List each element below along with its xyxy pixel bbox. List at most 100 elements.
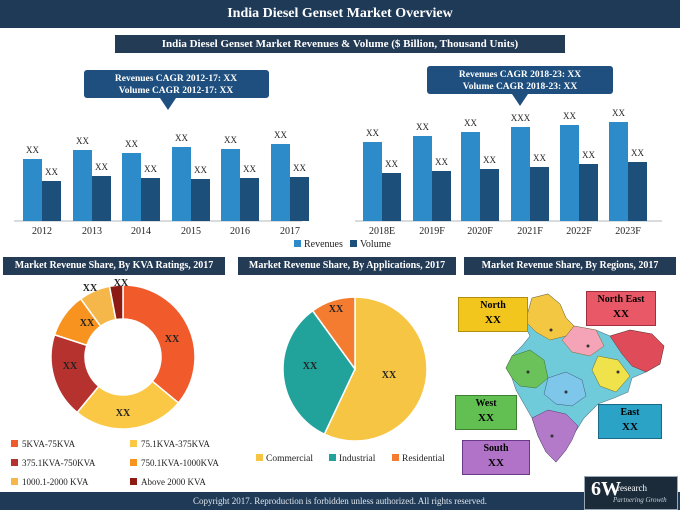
legend-swatch [130, 459, 137, 466]
volume-bar [628, 162, 647, 221]
panel-header-regions: Market Revenue Share, By Regions, 2017 [464, 257, 676, 275]
revenue-data-label: XX [76, 136, 89, 146]
revenue-bar [413, 136, 432, 221]
legend-entry: Industrial [339, 454, 376, 464]
legend-swatch [11, 440, 18, 447]
legend-entry: Revenues [304, 239, 343, 250]
revenue-data-label: XX [563, 111, 576, 121]
pie-slice [311, 296, 356, 372]
volume-data-label: XX [45, 167, 58, 177]
regions-map [505, 293, 665, 463]
cagr-left-line1: Revenues CAGR 2012-17: XX [115, 74, 237, 84]
legend-entry: 375.1KVA-750KVA [22, 458, 96, 468]
kva-donut-chart: XX XX XX XX XX XX 5KVA-75KVA 75.1KVA-375KVA 375.… [11, 278, 219, 487]
legend-swatch [11, 459, 18, 466]
revenue-data-label: XX [224, 135, 237, 145]
india-map-icon [505, 293, 665, 463]
x-tick-label: 2021F [517, 226, 543, 237]
x-tick-label: 2019F [419, 226, 445, 237]
volume-data-label: XX [483, 155, 496, 165]
revenue-bar [609, 122, 628, 221]
region-east-name: East [620, 407, 640, 418]
legend-entry: Commercial [266, 454, 313, 464]
donut-slice-label: XX [80, 318, 95, 329]
volume-bar [191, 179, 210, 221]
region-north-name: North [480, 300, 506, 311]
volume-data-label: XX [582, 150, 595, 160]
revenue-data-label: XX [26, 145, 39, 155]
revenue-data-label: XX [416, 122, 429, 132]
volume-bar [92, 176, 111, 221]
legend-swatch [294, 240, 301, 247]
revenue-bar [511, 127, 530, 221]
revenue-bar [560, 125, 579, 221]
volume-bar [240, 178, 259, 221]
legend-swatch [329, 454, 336, 461]
x-tick-label: 2018E [369, 226, 395, 237]
region-west-name: West [475, 398, 497, 409]
volume-data-label: XX [293, 163, 306, 173]
revenue-data-label: XX [464, 118, 477, 128]
panel-header-kva: Market Revenue Share, By KVA Ratings, 20… [3, 257, 225, 275]
region-south-value: XX [488, 457, 504, 469]
revenue-data-label: XX [612, 108, 625, 118]
copyright-footer: Copyright 2017. Reproduction is forbidde… [0, 492, 680, 510]
pie-slice-label: XX [303, 361, 318, 372]
revenue-data-label: XX [175, 133, 188, 143]
cagr-callouts: Revenues CAGR 2012-17: XX Volume CAGR 20… [84, 66, 613, 110]
revenue-data-label: XX [274, 130, 287, 140]
volume-bar [382, 173, 401, 221]
region-north-east-name: North East [597, 294, 645, 305]
donut-slice-label: XX [114, 278, 129, 289]
cagr-right-line2: Volume CAGR 2018-23: XX [463, 82, 578, 92]
volume-bar [432, 171, 451, 221]
legend-entry: 5KVA-75KVA [22, 439, 76, 449]
x-tick-label: 2022F [566, 226, 592, 237]
donut-slice-label: XX [116, 408, 131, 419]
legend-entry: 1000.1-2000 KVA [22, 477, 89, 487]
region-east-value: XX [622, 421, 638, 433]
legend-swatch [392, 454, 399, 461]
legend-swatch [256, 454, 263, 461]
volume-bar [141, 178, 160, 221]
revenue-bar [461, 132, 480, 221]
revenue-bar [122, 153, 141, 221]
x-tick-label: 2013 [82, 226, 102, 237]
legend-entry: 750.1KVA-1000KVA [141, 458, 219, 468]
revenue-bar [73, 150, 92, 221]
revenue-data-label: XX [125, 139, 138, 149]
donut-slice-label: XX [165, 334, 180, 345]
x-tick-label: 2020F [467, 226, 493, 237]
legend-entry: Volume [360, 239, 391, 250]
volume-data-label: XX [533, 153, 546, 163]
legend-entry: Above 2000 KVA [141, 477, 206, 487]
region-north-east-value: XX [613, 308, 629, 320]
volume-data-label: XX [435, 157, 448, 167]
revenue-bar [363, 142, 382, 221]
page-title: India Diesel Genset Market Overview [0, 0, 680, 28]
volume-data-label: XX [95, 162, 108, 172]
chart-subtitle: India Diesel Genset Market Revenues & Vo… [115, 35, 565, 53]
region-south: South XX [462, 440, 530, 475]
volume-data-label: XX [194, 165, 207, 175]
x-tick-label: 2017 [280, 226, 300, 237]
volume-bar [480, 169, 499, 221]
logo-word: research [617, 483, 647, 493]
cagr-left-line2: Volume CAGR 2012-17: XX [119, 86, 234, 96]
logo-mark: 6W [591, 478, 621, 500]
legend-swatch [11, 478, 18, 485]
volume-bar [579, 164, 598, 221]
panel-header-applications: Market Revenue Share, By Applications, 2… [238, 257, 456, 275]
x-tick-label: 2023F [615, 226, 641, 237]
donut-slice-label: XX [83, 283, 98, 294]
region-north-east: North East XX [586, 291, 656, 326]
applications-pie-chart: XX XX XX Commercial Industrial Residential [256, 296, 445, 464]
region-west: West XX [455, 395, 517, 430]
legend-entry: 75.1KVA-375KVA [141, 439, 210, 449]
x-tick-label: 2015 [181, 226, 201, 237]
logo-tagline: Partnering Growth [613, 496, 667, 504]
volume-bar [42, 181, 61, 221]
legend-entry: Residential [402, 454, 445, 464]
cagr-callout-right: Revenues CAGR 2018-23: XX Volume CAGR 20… [427, 66, 613, 106]
